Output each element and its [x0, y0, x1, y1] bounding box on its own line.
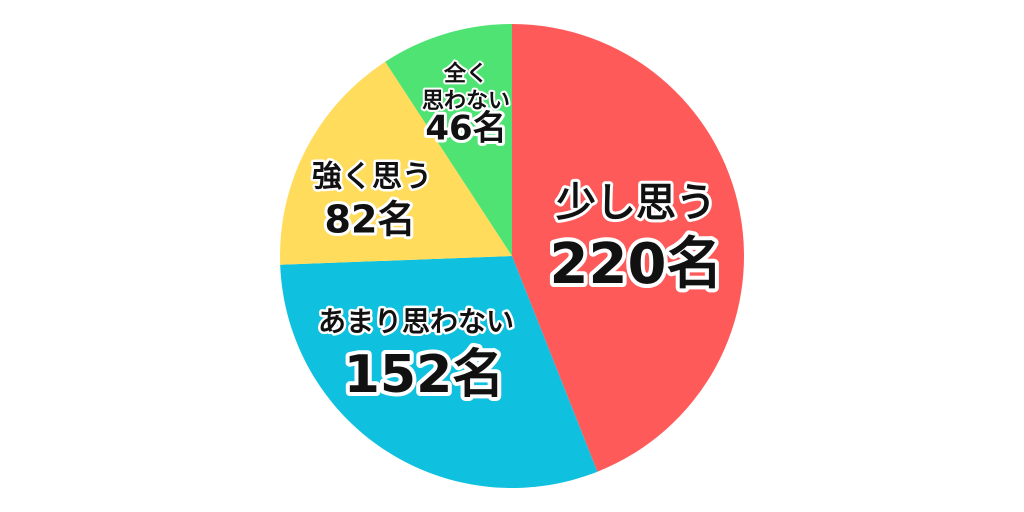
label-mattaku-line2: 思わない: [422, 89, 510, 114]
pie-slice-2: [280, 61, 512, 265]
value-amari-omowanai: 152名: [344, 345, 505, 405]
pie-slice-3: [385, 24, 512, 256]
pie-slice-1: [280, 256, 598, 488]
pie-slice-0: [512, 24, 744, 472]
label-amari-omowanai: あまり思わない: [318, 305, 514, 338]
value-tsuyoku-omou: 82名: [325, 198, 416, 242]
value-mattaku-omowanai: 46名: [425, 109, 506, 149]
label-sukoshi-omou: 少し思う: [556, 180, 716, 226]
label-tsuyoku-omou: 強く思う: [312, 160, 432, 195]
label-mattaku-line1: 全く: [443, 61, 488, 87]
value-sukoshi-omou: 220名: [550, 232, 723, 297]
